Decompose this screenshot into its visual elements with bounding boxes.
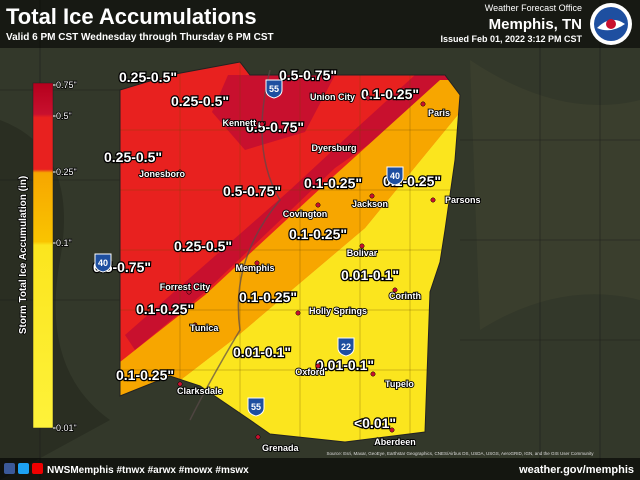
url: weather.gov/memphis xyxy=(518,464,634,476)
city-label: Memphis xyxy=(235,263,274,273)
city-label: Paris xyxy=(428,108,450,118)
legend-tick-label: 0.75" xyxy=(56,80,77,90)
city-dot xyxy=(430,197,436,203)
city-dot xyxy=(255,434,261,440)
facebook-icon xyxy=(4,463,15,474)
zone-label: 0.1-0.25" xyxy=(116,367,174,383)
youtube-icon xyxy=(32,463,43,474)
city-dot xyxy=(365,95,371,101)
zone-label: 0.5-0.75" xyxy=(279,67,337,83)
county-lines xyxy=(120,62,460,440)
footer-bar xyxy=(0,458,640,480)
highway-number: 22 xyxy=(341,342,351,352)
highway-shield xyxy=(94,253,112,273)
highway-number: 40 xyxy=(390,171,400,181)
forecast-area xyxy=(120,62,460,442)
zone-label: 0.25-0.5" xyxy=(104,149,162,165)
city-label: Aberdeen xyxy=(374,437,416,447)
city-dot xyxy=(392,287,398,293)
city-label: Grenada xyxy=(262,443,300,453)
city-label: Oxford xyxy=(295,367,325,377)
city-dot xyxy=(315,202,321,208)
city-label: Forrest City xyxy=(160,282,211,292)
zone-label: 0.25-0.5" xyxy=(174,238,232,254)
city-label: Dyersburg xyxy=(311,143,356,153)
terrain xyxy=(470,60,640,330)
zone-label: 0.5-0.75" xyxy=(223,183,281,199)
city-label: Tupelo xyxy=(385,379,414,389)
zone-label: 0.1-0.25" xyxy=(136,301,194,317)
nws-logo xyxy=(590,3,632,45)
city-dot xyxy=(254,260,260,266)
city-label: Jackson xyxy=(352,199,388,209)
band-05-075 xyxy=(125,75,450,350)
city-label: Jonesboro xyxy=(139,169,186,179)
social: NWSMemphis #tnwx #arwx #mowx #mswx xyxy=(47,465,249,476)
city-label: Corinth xyxy=(389,291,421,301)
city-dot xyxy=(192,322,198,328)
city-dot xyxy=(177,381,183,387)
highway-number: 55 xyxy=(269,84,279,94)
zone-label: 0.25-0.5" xyxy=(171,93,229,109)
twitter-icon xyxy=(18,463,29,474)
legend-tick-label: 0.25" xyxy=(56,167,77,177)
band-05-075 xyxy=(212,75,335,150)
city-label: Union City xyxy=(310,92,355,102)
city-dot xyxy=(315,363,321,369)
river xyxy=(189,69,281,421)
legend-tick-label: 0.01" xyxy=(56,423,77,433)
office: Weather Forecast Office xyxy=(485,3,582,13)
city-dot xyxy=(259,121,265,127)
highway-number: 40 xyxy=(98,258,108,268)
city-dot xyxy=(177,169,183,175)
subtitle: Valid 6 PM CST Wednesday through Thursda… xyxy=(6,32,274,43)
zone-label: 0.01-0.1" xyxy=(316,357,374,373)
location: Memphis, TN xyxy=(489,16,582,33)
highway-shield xyxy=(247,397,265,417)
city-dot xyxy=(186,289,192,295)
city-label: Holly Springs xyxy=(309,306,367,316)
issued: Issued Feb 01, 2022 3:12 PM CST xyxy=(440,34,582,44)
city-dot xyxy=(369,193,375,199)
zone-label: 0.5-0.75" xyxy=(246,119,304,135)
city-label: Clarksdale xyxy=(177,386,223,396)
zone-label: 0.1-0.25" xyxy=(239,289,297,305)
header-bar xyxy=(0,0,640,48)
title: Total Ice Accumulations xyxy=(6,4,257,29)
source: Source: Esri, Maxar, GeoEye, Earthstar G… xyxy=(326,451,594,456)
city-dot xyxy=(347,143,353,149)
zone-label: 0.1-0.25" xyxy=(361,86,419,102)
zone-label: 0.25-0.5" xyxy=(119,69,177,85)
city-dot xyxy=(359,243,365,249)
city-label: Tunica xyxy=(190,323,219,333)
highway-shield xyxy=(265,79,283,99)
zone-label: 0.01-0.1" xyxy=(233,344,291,360)
legend-title: Storm Total Ice Accumulation (in) xyxy=(18,176,29,334)
zone-label: <0.01" xyxy=(354,415,396,431)
legend-tick-label: 0.5" xyxy=(56,111,72,121)
city-label: Bolivar xyxy=(347,248,378,258)
legend-tick-label: 0.1" xyxy=(56,238,72,248)
city-label: Parsons xyxy=(445,195,481,205)
highway-number: 55 xyxy=(251,402,261,412)
zone-label: 0.1-0.25" xyxy=(289,226,347,242)
city-label: Covington xyxy=(283,209,328,219)
city-dot xyxy=(295,310,301,316)
area-outline xyxy=(119,61,461,443)
highway-shield xyxy=(386,166,404,186)
zone-label: 0.1-0.25" xyxy=(304,175,362,191)
city-label: Kennett xyxy=(223,118,257,128)
highway-shield xyxy=(337,337,355,357)
city-dot xyxy=(389,427,395,433)
city-dot xyxy=(420,101,426,107)
zone-label: 0.01-0.1" xyxy=(341,267,399,283)
city-dot xyxy=(370,371,376,377)
legend-bar xyxy=(32,82,54,429)
band-01-025 xyxy=(120,80,460,404)
